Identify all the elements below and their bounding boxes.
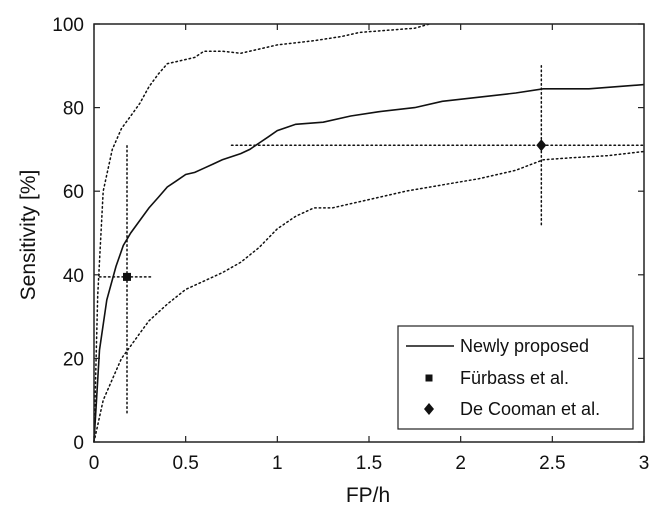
tick-layer: 0 0.5 1 1.5 2 2.5 3 0 20 40 60 80 100 [52,15,649,474]
legend-label-newly-proposed: Newly proposed [460,336,589,356]
y-tick-label: 80 [63,99,84,120]
legend-label-de-cooman: De Cooman et al. [460,399,600,419]
x-tick-label: 1 [272,453,283,474]
legend-label-furbass: Fürbass et al. [460,368,569,388]
marker-f-rbass-et-al- [123,272,131,281]
series-line-lower-bound [93,150,645,443]
legend-marker-de-cooman [424,403,434,415]
legend-marker-furbass [425,374,433,382]
x-tick-label: 3 [639,453,650,474]
series-line-upper-bound [93,23,431,443]
legend: Newly proposed Fürbass et al. De Cooman … [397,325,634,430]
series-line-newly-proposed [93,83,645,443]
x-tick-label: 1.5 [356,453,382,474]
series-layer [93,23,645,443]
x-tick-label: 0 [89,453,100,474]
y-tick-label: 0 [73,433,84,454]
x-tick-label: 0.5 [172,453,198,474]
x-tick-label: 2 [455,453,466,474]
y-axis-title: Sensitivity [%] [17,170,40,301]
marker-de-cooman-et-al- [536,139,547,152]
y-tick-label: 60 [63,182,84,203]
y-tick-label: 100 [52,15,84,36]
legend-box [397,325,634,430]
x-tick-label: 2.5 [539,453,565,474]
marker-layer [123,139,547,281]
y-tick-label: 20 [63,349,84,370]
y-tick-label: 40 [63,266,84,287]
x-axis-title: FP/h [346,484,390,507]
